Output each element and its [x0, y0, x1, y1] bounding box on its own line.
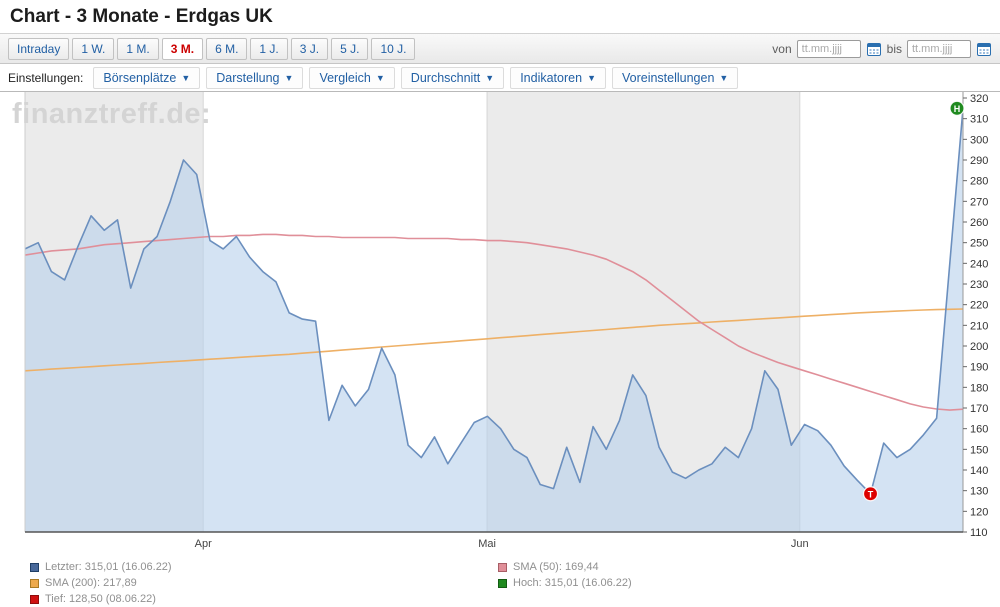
y-axis-label: 170	[970, 403, 988, 415]
price-chart[interactable]: Apr Mai Jun 110 120 130 140 150 160 170 180 190 200 2…	[0, 92, 1000, 554]
page-title: Chart - 3 Monate - Erdgas UK	[10, 6, 273, 27]
chevron-down-icon: ▼	[284, 72, 294, 83]
y-axis-label: 130	[970, 486, 988, 498]
calendar-icon[interactable]	[976, 41, 992, 57]
legend-swatch	[498, 562, 507, 572]
menu-indikatoren[interactable]: Indikatoren ▼	[510, 66, 606, 89]
menu-label: Börsenplätze	[103, 70, 177, 85]
title-bar: Chart - 3 Monate - Erdgas UK	[0, 0, 1000, 33]
y-axis-label: 260	[970, 217, 988, 229]
marker-label: H	[954, 104, 961, 114]
settings-label: Einstellungen:	[8, 70, 84, 85]
settings-toolbar: Einstellungen: Börsenplätze ▼ Darstellung ▼…	[0, 64, 1000, 92]
y-axis-label: 280	[970, 176, 988, 188]
menu-label: Indikatoren	[520, 70, 583, 85]
menu-label: Vergleich	[319, 70, 371, 85]
y-axis-label: 270	[970, 196, 988, 208]
calendar-icon[interactable]	[866, 41, 882, 57]
series-line-kurs	[24, 108, 964, 495]
range-tab-5-j[interactable]: 5 J.	[331, 37, 369, 60]
range-tabs: Intraday 1 W. 1 M. 3 M. 6 M. 1 J. 3 J. 5 J. 10 J…	[8, 37, 416, 60]
von-date-input[interactable]	[796, 39, 861, 58]
marker-label: T	[868, 489, 874, 499]
legend-column-1: Letzter: 315,01 (16.06.22) SMA (200): 217…	[30, 559, 498, 607]
price-area-fill	[25, 108, 963, 533]
x-axis-label: Mai	[478, 538, 496, 550]
calendar-icon-svg	[866, 42, 881, 56]
y-axis-label: 200	[970, 341, 988, 353]
chevron-down-icon: ▼	[719, 72, 729, 83]
y-axis-label: 110	[970, 527, 988, 539]
range-tab-1-j[interactable]: 1 J.	[250, 37, 288, 60]
y-axis-label: 190	[970, 362, 988, 374]
y-axis-label: 290	[970, 155, 988, 167]
legend-item: Tief: 128,50 (08.06.22)	[30, 591, 498, 607]
bis-date-input[interactable]	[907, 39, 971, 58]
range-tab-3-m[interactable]: 3 M.	[161, 37, 204, 60]
legend-item: SMA (50): 169,44	[498, 559, 632, 575]
menu-voreinstellungen[interactable]: Voreinstellungen ▼	[611, 66, 739, 89]
range-tab-3-j[interactable]: 3 J.	[290, 37, 329, 60]
menu-vergleich[interactable]: Vergleich ▼	[309, 66, 395, 89]
y-axis-label: 310	[970, 114, 988, 126]
x-axis-label: Jun	[791, 538, 809, 550]
legend-label: Tief: 128,50 (08.06.22)	[45, 593, 156, 605]
x-axis-label: Apr	[195, 538, 212, 550]
legend-label: SMA (200): 217,89	[45, 577, 137, 589]
y-axis-label: 180	[970, 382, 988, 394]
y-axis-label: 230	[970, 279, 988, 291]
legend-item: Hoch: 315,01 (16.06.22)	[498, 575, 632, 591]
legend-label: Letzter: 315,01 (16.06.22)	[45, 561, 172, 573]
date-range-controls: von bis	[772, 39, 992, 58]
settings-menus: Börsenplätze ▼ Darstellung ▼ Vergleich ▼ Durch…	[93, 66, 739, 89]
y-axis-label: 120	[970, 506, 988, 518]
series-line-sma-50	[24, 233, 964, 411]
range-tab-6-m[interactable]: 6 M.	[206, 37, 248, 60]
y-axis-label: 140	[970, 465, 988, 477]
y-axis-label: 250	[970, 238, 988, 250]
calendar-icon-svg	[977, 42, 991, 56]
y-axis-label: 210	[970, 320, 988, 332]
chart-legend: Letzter: 315,01 (16.06.22) SMA (200): 217…	[0, 554, 1000, 607]
chevron-down-icon: ▼	[485, 72, 495, 83]
legend-swatch	[30, 562, 39, 572]
series-line-sma-200	[24, 308, 964, 372]
y-axis-label: 150	[970, 444, 988, 456]
y-axis-label: 160	[970, 424, 988, 436]
chevron-down-icon: ▼	[375, 72, 385, 83]
range-tab-1-w[interactable]: 1 W.	[72, 37, 115, 60]
von-label: von	[772, 41, 792, 56]
legend-label: SMA (50): 169,44	[513, 561, 599, 573]
legend-swatch	[30, 594, 39, 604]
range-tab-intraday[interactable]: Intraday	[8, 37, 70, 60]
chevron-down-icon: ▼	[181, 72, 191, 83]
menu-label: Darstellung	[216, 70, 280, 85]
y-axis-label: 240	[970, 258, 988, 270]
chart-area: finanztreff.de: Apr Mai Jun 110 120 130 140 150…	[0, 92, 1000, 554]
range-tab-1-m[interactable]: 1 M.	[117, 37, 159, 60]
legend-swatch	[30, 578, 39, 588]
range-tab-10-j[interactable]: 10 J.	[371, 37, 416, 60]
y-axis-label: 320	[970, 93, 988, 105]
menu-label: Voreinstellungen	[621, 70, 715, 85]
y-axis-label: 300	[970, 134, 988, 146]
menu-label: Durchschnitt	[410, 70, 481, 85]
legend-swatch	[498, 578, 507, 588]
legend-column-2: SMA (50): 169,44 Hoch: 315,01 (16.06.22)	[498, 559, 632, 607]
low-marker	[862, 486, 879, 502]
menu-durchschnitt[interactable]: Durchschnitt ▼	[400, 66, 505, 89]
high-marker	[949, 100, 965, 116]
y-axis-label: 220	[970, 300, 988, 312]
chevron-down-icon: ▼	[587, 72, 596, 83]
legend-label: Hoch: 315,01 (16.06.22)	[513, 577, 632, 589]
bis-label: bis	[886, 41, 902, 56]
legend-item: SMA (200): 217,89	[30, 575, 498, 591]
menu-darstellung[interactable]: Darstellung ▼	[206, 66, 304, 89]
menu-boersenplaetze[interactable]: Börsenplätze ▼	[93, 66, 201, 89]
range-toolbar: Intraday 1 W. 1 M. 3 M. 6 M. 1 J. 3 J. 5 J. 10 J…	[0, 33, 1000, 64]
legend-item: Letzter: 315,01 (16.06.22)	[30, 559, 498, 575]
